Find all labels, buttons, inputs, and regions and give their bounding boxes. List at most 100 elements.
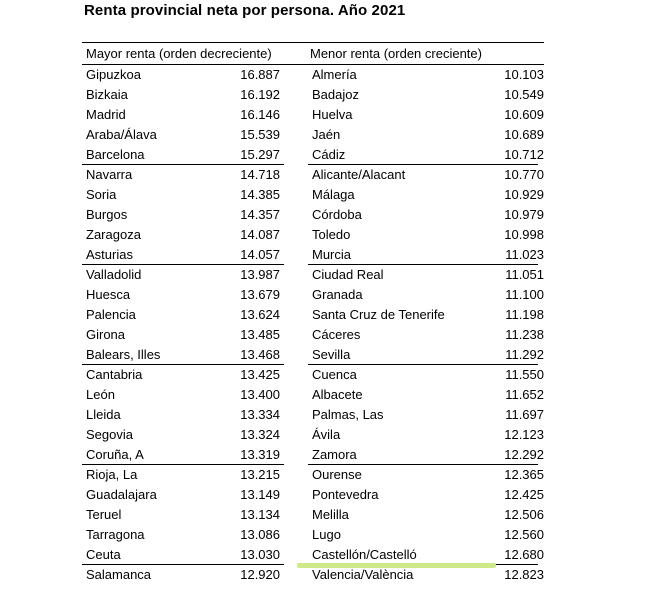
left-cell: Tarragona 13.086	[82, 525, 284, 545]
income-value-right: 12.292	[504, 447, 544, 462]
income-value-left: 13.334	[240, 407, 280, 422]
right-cell: Valencia/València 12.823	[308, 565, 544, 585]
income-value-left: 13.215	[240, 467, 280, 482]
income-table: Mayor renta (orden decreciente) Menor re…	[82, 42, 544, 585]
income-value-left: 13.324	[240, 427, 280, 442]
table-row: Lleida 13.334 Palmas, Las 11.697	[82, 405, 544, 425]
right-cell: Almería 10.103	[308, 65, 544, 85]
left-cell: Soria 14.385	[82, 185, 284, 205]
table-row: Burgos 14.357 Córdoba 10.979	[82, 205, 544, 225]
right-cell: Lugo 12.560	[308, 525, 544, 545]
right-cell: Ciudad Real 11.051	[308, 265, 544, 285]
income-value-right: 12.506	[504, 507, 544, 522]
province-name-right: Jaén	[312, 127, 341, 142]
right-cell: Córdoba 10.979	[308, 205, 544, 225]
table-row: Guadalajara 13.149 Pontevedra 12.425	[82, 485, 544, 505]
income-value-right: 11.697	[505, 407, 544, 422]
table-row: Barcelona 15.297 Cádiz 10.712	[82, 145, 544, 165]
right-cell: Alicante/Alacant 10.770	[308, 165, 544, 185]
right-cell: Albacete 11.652	[308, 385, 544, 405]
province-name-left: Balears, Illes	[86, 347, 161, 362]
province-name-right: Badajoz	[312, 87, 359, 102]
left-cell: Segovia 13.324	[82, 425, 284, 445]
province-name-left: Barcelona	[86, 147, 145, 162]
province-name-left: Teruel	[86, 507, 122, 522]
income-value-left: 13.987	[240, 267, 280, 282]
province-name-left: Valladolid	[86, 267, 142, 282]
province-name-right: Ciudad Real	[312, 267, 384, 282]
income-value-left: 13.485	[240, 327, 280, 342]
income-value-right: 11.292	[505, 347, 544, 362]
left-cell: Teruel 13.134	[82, 505, 284, 525]
income-value-left: 13.468	[240, 347, 280, 362]
income-value-right: 10.712	[504, 147, 544, 162]
income-value-left: 13.425	[240, 367, 280, 382]
table-row: Huesca 13.679 Granada 11.100	[82, 285, 544, 305]
table-row: Asturias 14.057 Murcia 11.023	[82, 245, 544, 265]
income-value-left: 14.718	[240, 167, 280, 182]
province-name-left: Asturias	[86, 247, 133, 262]
left-cell: Zaragoza 14.087	[82, 225, 284, 245]
right-cell: Murcia 11.023	[308, 245, 544, 265]
income-value-left: 13.030	[240, 547, 280, 562]
income-value-right: 12.365	[504, 467, 544, 482]
province-name-left: Huesca	[86, 287, 131, 302]
left-cell: Balears, Illes 13.468	[82, 345, 284, 365]
income-value-right: 10.998	[504, 227, 544, 242]
header-left: Mayor renta (orden decreciente)	[86, 46, 272, 61]
left-cell: Valladolid 13.987	[82, 265, 284, 285]
income-value-right: 11.652	[505, 387, 544, 402]
left-cell: Gipuzkoa 16.887	[82, 65, 284, 85]
page-title: Renta provincial neta por persona. Año 2…	[84, 2, 406, 19]
right-cell: Toledo 10.998	[308, 225, 544, 245]
income-value-right: 10.549	[504, 87, 544, 102]
right-cell: Pontevedra 12.425	[308, 485, 544, 505]
left-cell: Cantabria 13.425	[82, 365, 284, 385]
left-cell: Coruña, A 13.319	[82, 445, 284, 465]
right-cell: Cáceres 11.238	[308, 325, 544, 345]
table-row: Palencia 13.624 Santa Cruz de Tenerife 11.1…	[82, 305, 544, 325]
income-value-right: 11.051	[505, 267, 544, 282]
income-value-left: 12.920	[240, 567, 280, 582]
province-name-right: Toledo	[312, 227, 351, 242]
province-name-right: Zamora	[312, 447, 357, 462]
income-value-left: 13.679	[240, 287, 280, 302]
province-name-right: Cáceres	[312, 327, 361, 342]
right-cell: Sevilla 11.292	[308, 345, 544, 365]
province-name-left: Coruña, A	[86, 447, 144, 462]
left-cell: Huesca 13.679	[82, 285, 284, 305]
province-name-left: Ceuta	[86, 547, 121, 562]
province-name-left: Zaragoza	[86, 227, 141, 242]
right-cell: Granada 11.100	[308, 285, 544, 305]
province-name-left: Gipuzkoa	[86, 67, 141, 82]
left-cell: Salamanca 12.920	[82, 565, 284, 585]
left-cell: Ceuta 13.030	[82, 545, 284, 565]
income-value-right: 10.103	[504, 67, 544, 82]
table-row: Tarragona 13.086 Lugo 12.560	[82, 525, 544, 545]
right-cell: Málaga 10.929	[308, 185, 544, 205]
province-name-right: Cádiz	[312, 147, 346, 162]
right-cell: Ourense 12.365	[308, 465, 544, 485]
table-row: Valladolid 13.987 Ciudad Real 11.051	[82, 265, 544, 285]
left-cell: Asturias 14.057	[82, 245, 284, 265]
right-cell: Melilla 12.506	[308, 505, 544, 525]
province-name-right: Ávila	[312, 427, 341, 442]
province-name-right: Córdoba	[312, 207, 362, 222]
income-value-right: 12.823	[504, 567, 544, 582]
left-cell: Barcelona 15.297	[82, 145, 284, 165]
province-name-right: Cuenca	[312, 367, 357, 382]
income-value-left: 15.539	[240, 127, 280, 142]
right-cell: Castellón/Castelló 12.680	[308, 545, 544, 565]
province-name-left: Bizkaia	[86, 87, 128, 102]
province-name-right: Ourense	[312, 467, 362, 482]
province-name-right: Valencia/València	[312, 567, 414, 582]
left-cell: León 13.400	[82, 385, 284, 405]
table-row: Soria 14.385 Málaga 10.929	[82, 185, 544, 205]
province-name-right: Huelva	[312, 107, 353, 122]
table-row: Coruña, A 13.319 Zamora 12.292	[82, 445, 544, 465]
income-value-left: 13.149	[240, 487, 280, 502]
left-cell: Palencia 13.624	[82, 305, 284, 325]
income-value-left: 14.087	[240, 227, 280, 242]
income-value-right: 10.929	[504, 187, 544, 202]
province-name-left: Araba/Álava	[86, 127, 157, 142]
